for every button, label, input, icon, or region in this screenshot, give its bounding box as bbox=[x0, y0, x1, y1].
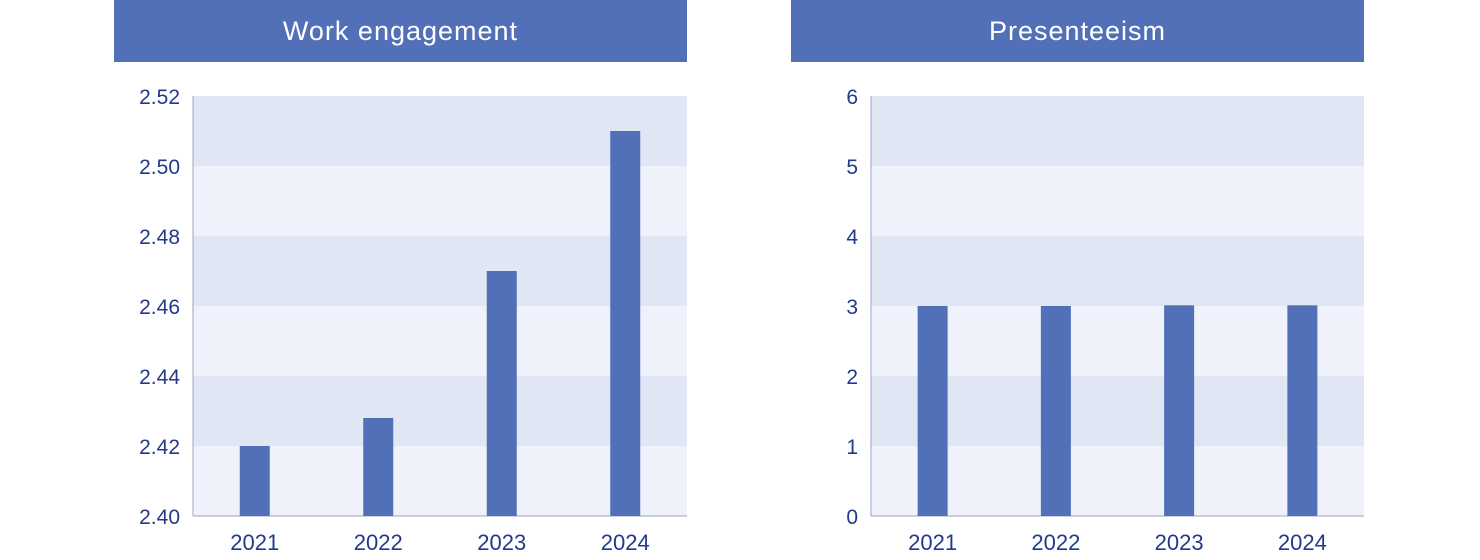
bar-presenteeism-2022 bbox=[1040, 306, 1071, 516]
grid-band bbox=[871, 306, 1364, 376]
bar-work-engagement-2022 bbox=[363, 418, 394, 516]
grid-band bbox=[193, 236, 687, 306]
y-tick-label: 2.40 bbox=[139, 506, 180, 529]
y-tick-label: 4 bbox=[846, 226, 858, 249]
bar-presenteeism-2021 bbox=[917, 306, 948, 516]
y-tick-label: 2.52 bbox=[139, 86, 180, 109]
x-tick-label: 2021 bbox=[908, 530, 957, 555]
grid-band bbox=[871, 236, 1364, 306]
grid-band bbox=[193, 306, 687, 376]
grid-band bbox=[871, 166, 1364, 236]
y-tick-label: 2.50 bbox=[139, 156, 180, 179]
grid-band bbox=[871, 96, 1364, 166]
x-tick-label: 2024 bbox=[601, 530, 650, 555]
chart-title-work-engagement: Work engagement bbox=[114, 0, 687, 62]
grid-band bbox=[193, 446, 687, 516]
grid-band bbox=[193, 96, 687, 166]
y-tick-label: 6 bbox=[846, 86, 858, 109]
grid-band bbox=[193, 166, 687, 236]
bar-work-engagement-2021 bbox=[239, 446, 270, 516]
x-tick-label: 2023 bbox=[1155, 530, 1204, 555]
grid-band bbox=[871, 446, 1364, 516]
x-tick-label: 2023 bbox=[477, 530, 526, 555]
grid-band bbox=[193, 376, 687, 446]
y-tick-label: 2.42 bbox=[139, 436, 180, 459]
y-tick-label: 5 bbox=[846, 156, 858, 179]
x-tick-label: 2021 bbox=[230, 530, 279, 555]
bar-work-engagement-2024 bbox=[610, 131, 641, 516]
y-tick-label: 2.48 bbox=[139, 226, 180, 249]
x-tick-label: 2022 bbox=[354, 530, 403, 555]
bar-presenteeism-2023 bbox=[1164, 305, 1195, 516]
x-tick-label: 2022 bbox=[1031, 530, 1080, 555]
x-tick-label: 2024 bbox=[1278, 530, 1327, 555]
grid-band bbox=[871, 376, 1364, 446]
y-tick-label: 2.44 bbox=[139, 366, 180, 389]
y-tick-label: 2.46 bbox=[139, 296, 180, 319]
chart-title-presenteeism: Presenteeism bbox=[791, 0, 1364, 62]
bar-work-engagement-2023 bbox=[486, 271, 517, 516]
y-tick-label: 1 bbox=[846, 436, 858, 459]
bar-presenteeism-2024 bbox=[1287, 305, 1318, 516]
y-tick-label: 3 bbox=[846, 296, 858, 319]
y-tick-label: 2 bbox=[846, 366, 858, 389]
y-tick-label: 0 bbox=[846, 506, 858, 529]
